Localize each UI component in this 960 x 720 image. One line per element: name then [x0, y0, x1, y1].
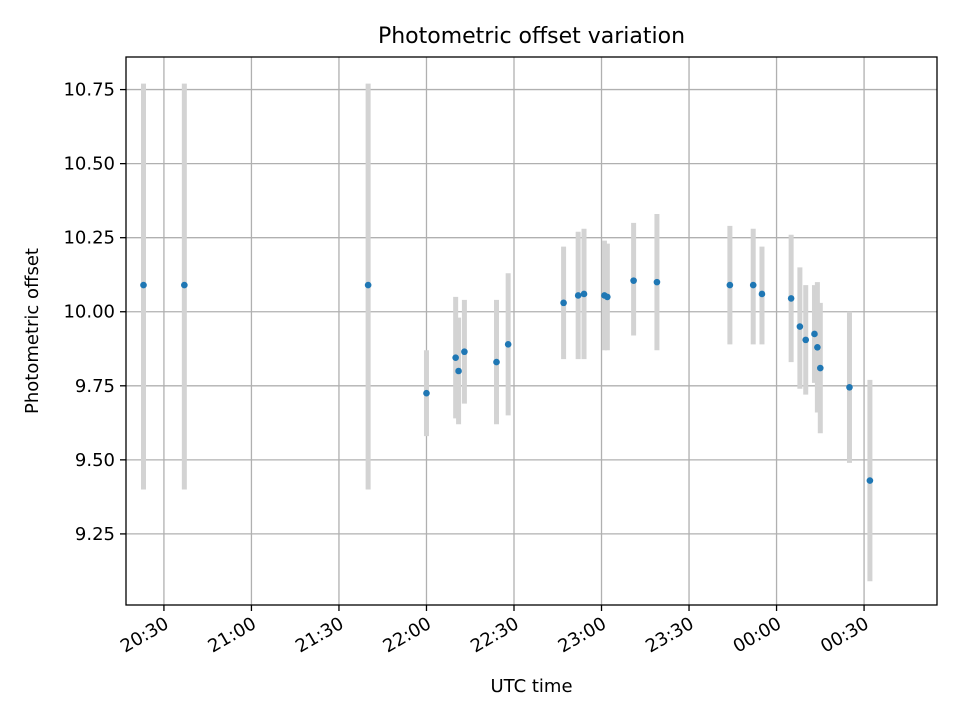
chart-title: Photometric offset variation [378, 24, 685, 49]
data-point [796, 323, 804, 330]
data-point [814, 343, 821, 351]
data-points [140, 277, 874, 484]
data-point [787, 295, 795, 302]
data-point [461, 348, 468, 356]
data-point [574, 292, 582, 299]
plot-frame [125, 56, 938, 606]
data-point [817, 364, 824, 372]
data-point [493, 358, 500, 366]
data-point [364, 281, 372, 289]
data-point [630, 277, 637, 284]
data-point [758, 290, 766, 298]
data-point [866, 477, 874, 484]
data-point [423, 389, 430, 397]
y-tick-label: 9.25 [75, 524, 115, 545]
y-tick-label: 9.75 [75, 376, 115, 397]
data-point [455, 367, 462, 375]
data-point [604, 293, 611, 301]
data-point [452, 354, 459, 361]
data-point [653, 278, 661, 286]
y-tick-label: 10.00 [63, 302, 115, 323]
y-axis-ticks: 9.25 9.50 9.75 10.00 10.25 10.50 10.75 [63, 80, 126, 545]
data-point [726, 281, 734, 289]
data-point [811, 330, 818, 338]
data-point [560, 299, 567, 307]
x-axis-label: UTC time [490, 676, 572, 697]
data-point [846, 383, 853, 391]
data-point [181, 281, 188, 289]
data-point [504, 341, 512, 348]
data-point [140, 281, 147, 289]
y-tick-label: 10.25 [63, 228, 115, 249]
y-axis-label: Photometric offset [22, 248, 43, 414]
data-point [802, 336, 810, 344]
data-point [749, 281, 757, 289]
y-tick-label: 9.50 [75, 450, 115, 471]
y-tick-label: 10.50 [63, 154, 115, 175]
y-tick-label: 10.75 [63, 80, 115, 101]
data-point [580, 290, 588, 298]
grid-lines [126, 57, 937, 605]
